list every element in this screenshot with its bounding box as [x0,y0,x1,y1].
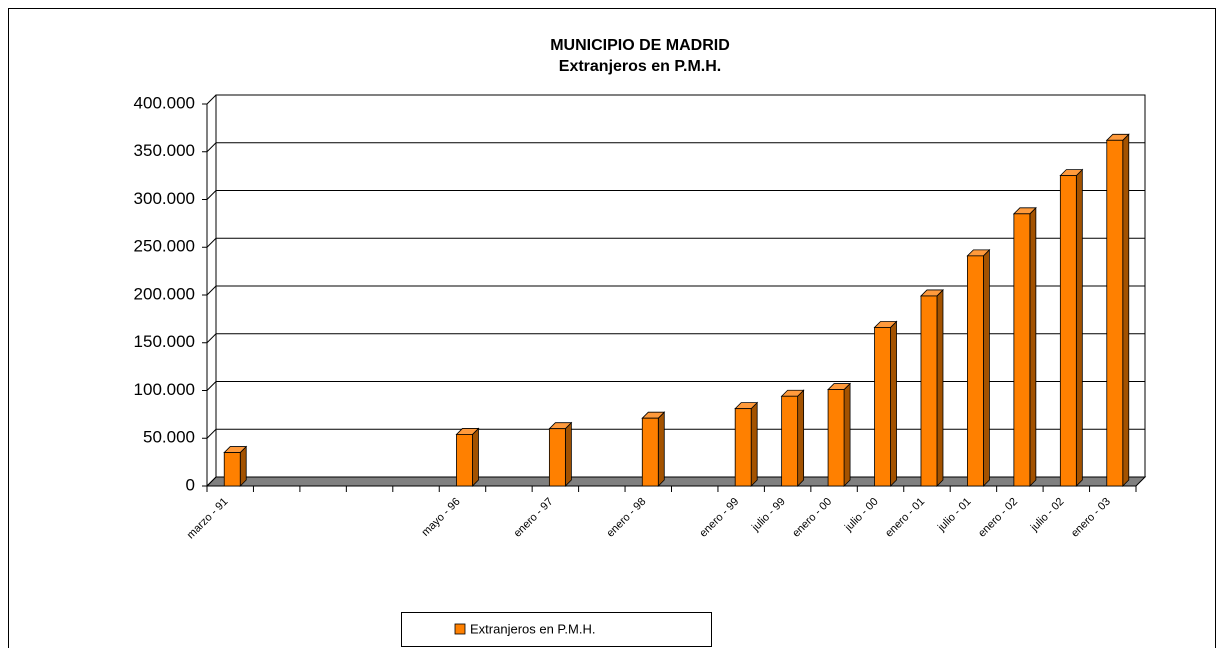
bar-group [1012,206,1037,487]
bar-side [750,401,758,487]
floor [205,476,1147,487]
legend-label: Extranjeros en P.M.H. [470,621,595,636]
y-tick-label: 300.000 [134,189,195,208]
bar [1013,213,1031,487]
bar [967,255,984,487]
bar-side [843,382,851,487]
bar [827,389,845,487]
y-tick-label: 250.000 [134,237,195,256]
bar-group [223,445,248,487]
y-tick-label: 0 [186,475,195,494]
bar [223,452,241,487]
y-tick-label: 350.000 [134,141,195,160]
bar-side [472,427,479,487]
bar-side [1029,206,1037,487]
bar-side [657,411,665,487]
legend-swatch [454,623,466,635]
legend-box [401,612,712,647]
grid-line [206,285,1145,296]
grid-line [206,94,1145,105]
bar-group [873,320,898,487]
bar [734,408,752,487]
bar-group [966,248,991,487]
bar [920,295,938,487]
y-tick-label: 100.000 [134,380,195,399]
bar-group [548,421,573,487]
bar-side [1122,133,1130,487]
grid-line [206,142,1145,153]
bar [641,417,659,487]
bar-side [1075,168,1083,487]
bar-side [890,320,897,487]
bar-group [734,401,759,487]
bar [1059,175,1077,487]
grid-line [206,333,1145,344]
bar [548,428,566,487]
bar-side [983,248,990,487]
bar-side [797,389,805,487]
bar [781,395,799,487]
y-tick-label: 200.000 [134,284,195,303]
chart-title: MUNICIPIO DE MADRID [550,37,730,54]
bar [874,327,891,487]
bar-group [920,288,944,487]
y-tick-label: 150.000 [134,332,195,351]
bar-side [239,445,247,487]
bar-group [455,427,480,487]
grid-line [206,190,1145,200]
bar-side [936,288,944,487]
bar [1106,139,1124,487]
grid-line [206,381,1145,391]
grid-line [206,237,1145,248]
bar-group [780,389,805,487]
y-tick-label: 50.000 [143,428,195,447]
chart-subtitle: Extranjeros en P.M.H. [559,58,721,75]
bar [456,434,473,487]
y-tick-label: 400.000 [134,93,195,112]
bar-group [827,382,852,487]
bar-side [564,421,572,487]
bar-group [1105,133,1130,487]
bar-group [641,411,666,487]
bar-group [1059,168,1084,487]
